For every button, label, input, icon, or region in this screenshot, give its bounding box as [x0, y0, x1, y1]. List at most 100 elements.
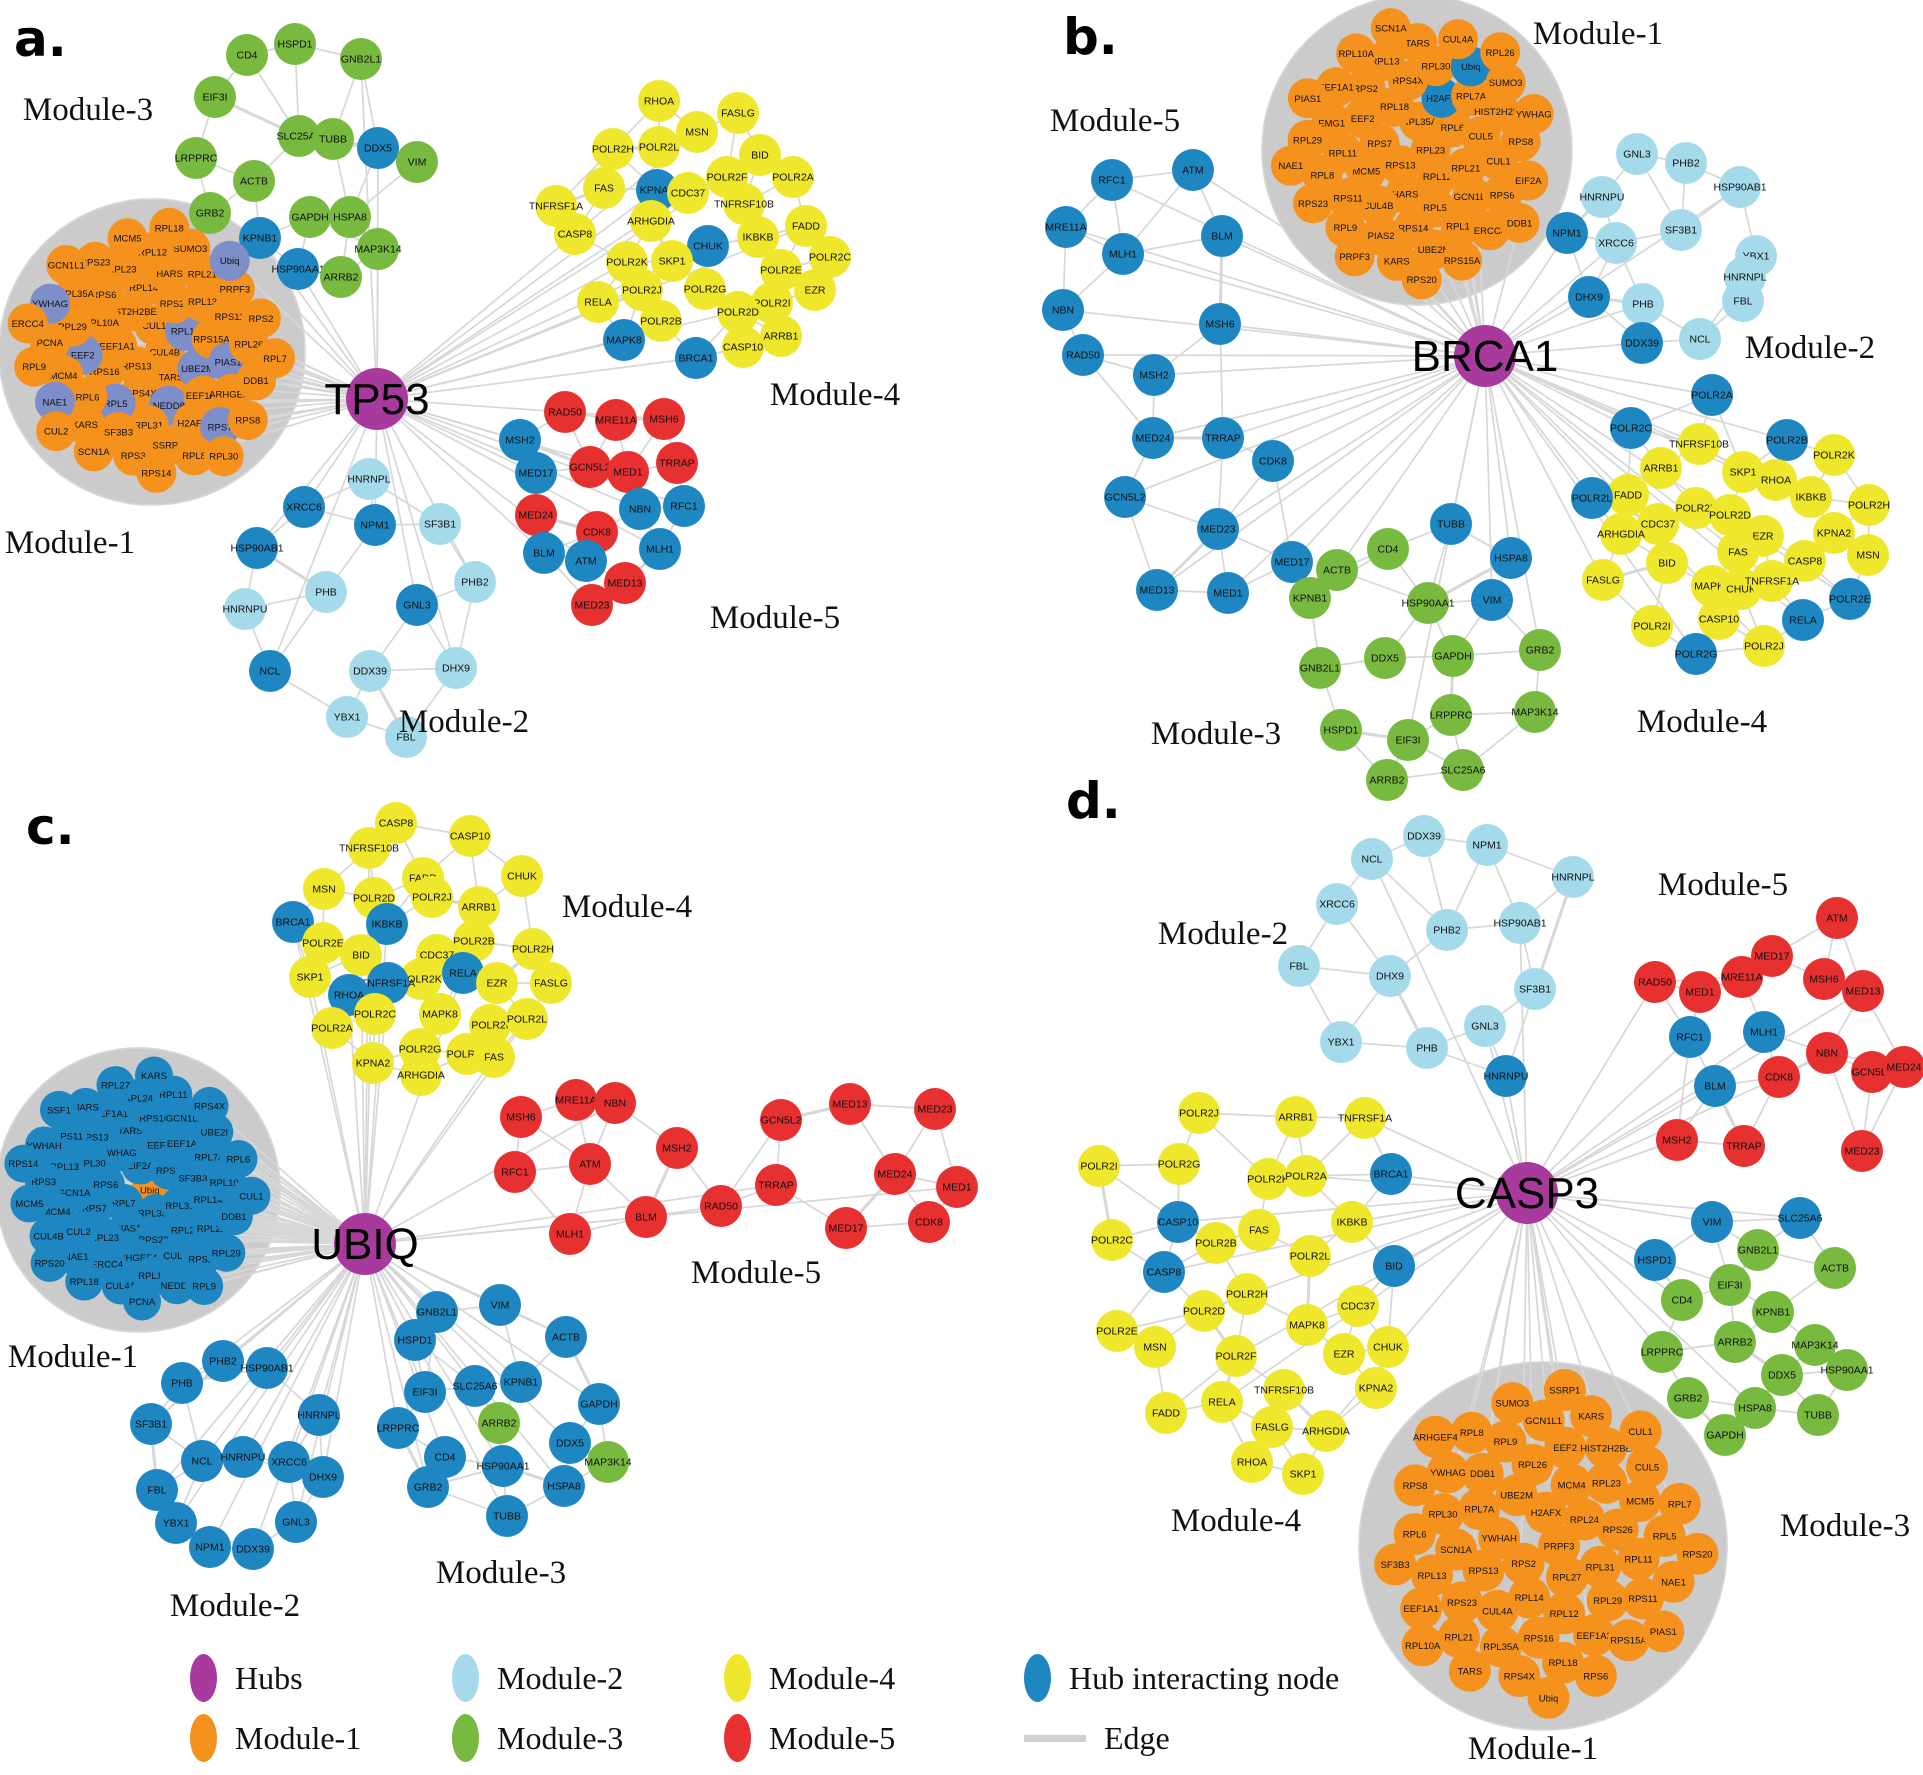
node-POLR2D[interactable]: POLR2D	[1183, 1290, 1225, 1332]
node-RPL18[interactable]: RPL18	[65, 1262, 104, 1301]
hub-CASP3[interactable]: CASP3	[1455, 1162, 1599, 1224]
node-SLC25A6[interactable]: SLC25A6	[1441, 749, 1486, 791]
node-GAPDH[interactable]: GAPDH	[1704, 1414, 1746, 1456]
node-MRE11A[interactable]: MRE11A	[1721, 956, 1763, 998]
node-TARS[interactable]: TARS	[1448, 1649, 1491, 1692]
node-GAPDH[interactable]: GAPDH	[1432, 635, 1474, 677]
node-HSPA8[interactable]: HSPA8	[1490, 537, 1532, 579]
node-RPL18[interactable]: RPL18	[149, 207, 190, 248]
node-NAE1[interactable]: NAE1	[1652, 1560, 1695, 1603]
node-SF3B1[interactable]: SF3B1	[130, 1403, 172, 1445]
node-BID[interactable]: BID	[340, 934, 382, 976]
node-KPNB1[interactable]: KPNB1	[500, 1361, 542, 1403]
node-CD4[interactable]: CD4	[1661, 1279, 1703, 1321]
node-RPL8[interactable]: RPL8	[174, 435, 215, 476]
node-MLH1[interactable]: MLH1	[549, 1213, 591, 1255]
node-POLR2A[interactable]: POLR2A	[1285, 1155, 1327, 1197]
node-DDX39[interactable]: DDX39	[1403, 815, 1445, 857]
node-SLC25A6[interactable]: SLC25A6	[1778, 1197, 1823, 1239]
node-SKP1[interactable]: SKP1	[651, 240, 693, 282]
node-ATM[interactable]: ATM	[1172, 149, 1214, 191]
node-FADD[interactable]: FADD	[1607, 474, 1649, 516]
node-RPS8[interactable]: RPS8	[227, 400, 268, 441]
node-DDB1[interactable]: DDB1	[1499, 202, 1540, 243]
node-POLR2D[interactable]: POLR2D	[717, 291, 759, 333]
node-HNRNPU[interactable]: HNRNPU	[1484, 1055, 1529, 1097]
node-HNRNPL[interactable]: HNRNPL	[347, 458, 391, 500]
node-PIAS1[interactable]: PIAS1	[1642, 1610, 1685, 1653]
node-ARRB1[interactable]: ARRB1	[760, 315, 802, 357]
node-CASP8[interactable]: CASP8	[375, 802, 417, 844]
node-LRPPRC[interactable]: LRPPRC	[1641, 1331, 1684, 1373]
node-PHB[interactable]: PHB	[161, 1362, 203, 1404]
node-KPNA2[interactable]: KPNA2	[1355, 1367, 1397, 1409]
node-VIM[interactable]: VIM	[1691, 1201, 1733, 1243]
node-SLC25A6[interactable]: SLC25A6	[453, 1365, 498, 1407]
node-HIST2H2BE[interactable]: HIST2H2BE	[1580, 1426, 1632, 1469]
node-RELA[interactable]: RELA	[1201, 1381, 1243, 1423]
node-RFC1[interactable]: RFC1	[1669, 1016, 1711, 1058]
node-NPM1[interactable]: NPM1	[1546, 212, 1588, 254]
node-FAS[interactable]: FAS	[583, 167, 625, 209]
node-ARHGDIA[interactable]: ARHGDIA	[1597, 513, 1645, 555]
node-RFC1[interactable]: RFC1	[494, 1151, 536, 1193]
node-GNL3[interactable]: GNL3	[1616, 133, 1658, 175]
node-POLR2F[interactable]: POLR2F	[1675, 487, 1717, 529]
node-CDC37[interactable]: CDC37	[1337, 1285, 1379, 1327]
node-SCN1A[interactable]: SCN1A	[73, 431, 114, 472]
node-POLR2C[interactable]: POLR2C	[354, 993, 396, 1035]
node-EEF1A2[interactable]: EEF1A2	[1573, 1614, 1616, 1657]
node-ACTB[interactable]: ACTB	[233, 160, 275, 202]
node-KPNB1[interactable]: KPNB1	[239, 217, 281, 259]
node-LRPPRC[interactable]: LRPPRC	[175, 137, 218, 179]
node-FAS[interactable]: FAS	[473, 1036, 515, 1078]
node-MRE11A[interactable]: MRE11A	[595, 399, 637, 441]
node-Ubiq[interactable]: Ubiq	[209, 240, 250, 281]
node-POLR2A[interactable]: POLR2A	[311, 1007, 353, 1049]
node-ACTB[interactable]: ACTB	[545, 1316, 587, 1358]
node-POLR2L[interactable]: POLR2L	[1571, 477, 1613, 519]
node-IKBKB[interactable]: IKBKB	[1331, 1201, 1373, 1243]
node-GAPDH[interactable]: GAPDH	[578, 1383, 620, 1425]
node-EEF2[interactable]: EEF2	[1342, 98, 1383, 139]
node-MAP3K14[interactable]: MAP3K14	[584, 1441, 632, 1483]
node-POLR2G[interactable]: POLR2G	[1675, 633, 1718, 675]
node-NBN[interactable]: NBN	[1042, 289, 1084, 331]
node-GCN5L2[interactable]: GCN5L2	[1851, 1051, 1893, 1093]
node-POLR2D[interactable]: POLR2D	[1709, 494, 1751, 536]
node-RPL5[interactable]: RPL5	[1643, 1514, 1686, 1557]
node-ATM[interactable]: ATM	[565, 540, 607, 582]
node-POLR2I[interactable]: POLR2I	[751, 282, 793, 324]
node-CUL2[interactable]: CUL2	[36, 411, 77, 452]
node-ARRB2[interactable]: ARRB2	[1366, 759, 1408, 801]
node-FBL[interactable]: FBL	[1722, 280, 1764, 322]
node-POLR2E[interactable]: POLR2E	[1829, 578, 1871, 620]
node-BID[interactable]: BID	[1646, 542, 1688, 584]
node-MSH2[interactable]: MSH2	[656, 1127, 698, 1169]
node-SSF1[interactable]: SSF1	[39, 1090, 78, 1129]
node-RAD50[interactable]: RAD50	[544, 391, 586, 433]
node-MSH2[interactable]: MSH2	[1656, 1119, 1698, 1161]
node-CUL4B[interactable]: CUL4B	[29, 1216, 68, 1255]
node-CUL1[interactable]: CUL1	[1619, 1410, 1662, 1453]
node-KPNB1[interactable]: KPNB1	[1752, 1291, 1794, 1333]
node-RPL29[interactable]: RPL29	[207, 1233, 246, 1272]
node-H2AFX[interactable]: H2AFX	[1421, 77, 1462, 118]
node-FASLG[interactable]: FASLG	[530, 962, 572, 1004]
node-MAPK8[interactable]: MAPK8	[1286, 1304, 1328, 1346]
node-POLR2K[interactable]: POLR2K	[400, 958, 442, 1000]
node-BLM[interactable]: BLM	[625, 1196, 667, 1238]
node-ERCC4[interactable]: ERCC4	[7, 303, 48, 344]
node-BID[interactable]: BID	[739, 134, 781, 176]
node-ACTB[interactable]: ACTB	[1814, 1247, 1856, 1289]
node-PHB[interactable]: PHB	[1622, 283, 1664, 325]
node-XRCC6[interactable]: XRCC6	[1316, 883, 1358, 925]
node-SCN1A[interactable]: SCN1A	[1370, 8, 1411, 49]
node-CUL4A[interactable]: CUL4A	[1476, 1589, 1519, 1632]
node-TRRAP[interactable]: TRRAP	[656, 442, 698, 484]
hub-BRCA1[interactable]: BRCA1	[1412, 325, 1559, 387]
node-TRRAP[interactable]: TRRAP	[1202, 417, 1244, 459]
node-YBX1[interactable]: YBX1	[326, 696, 368, 738]
node-HSPA8[interactable]: HSPA8	[329, 196, 371, 238]
node-POLR2B[interactable]: POLR2B	[1766, 419, 1808, 461]
